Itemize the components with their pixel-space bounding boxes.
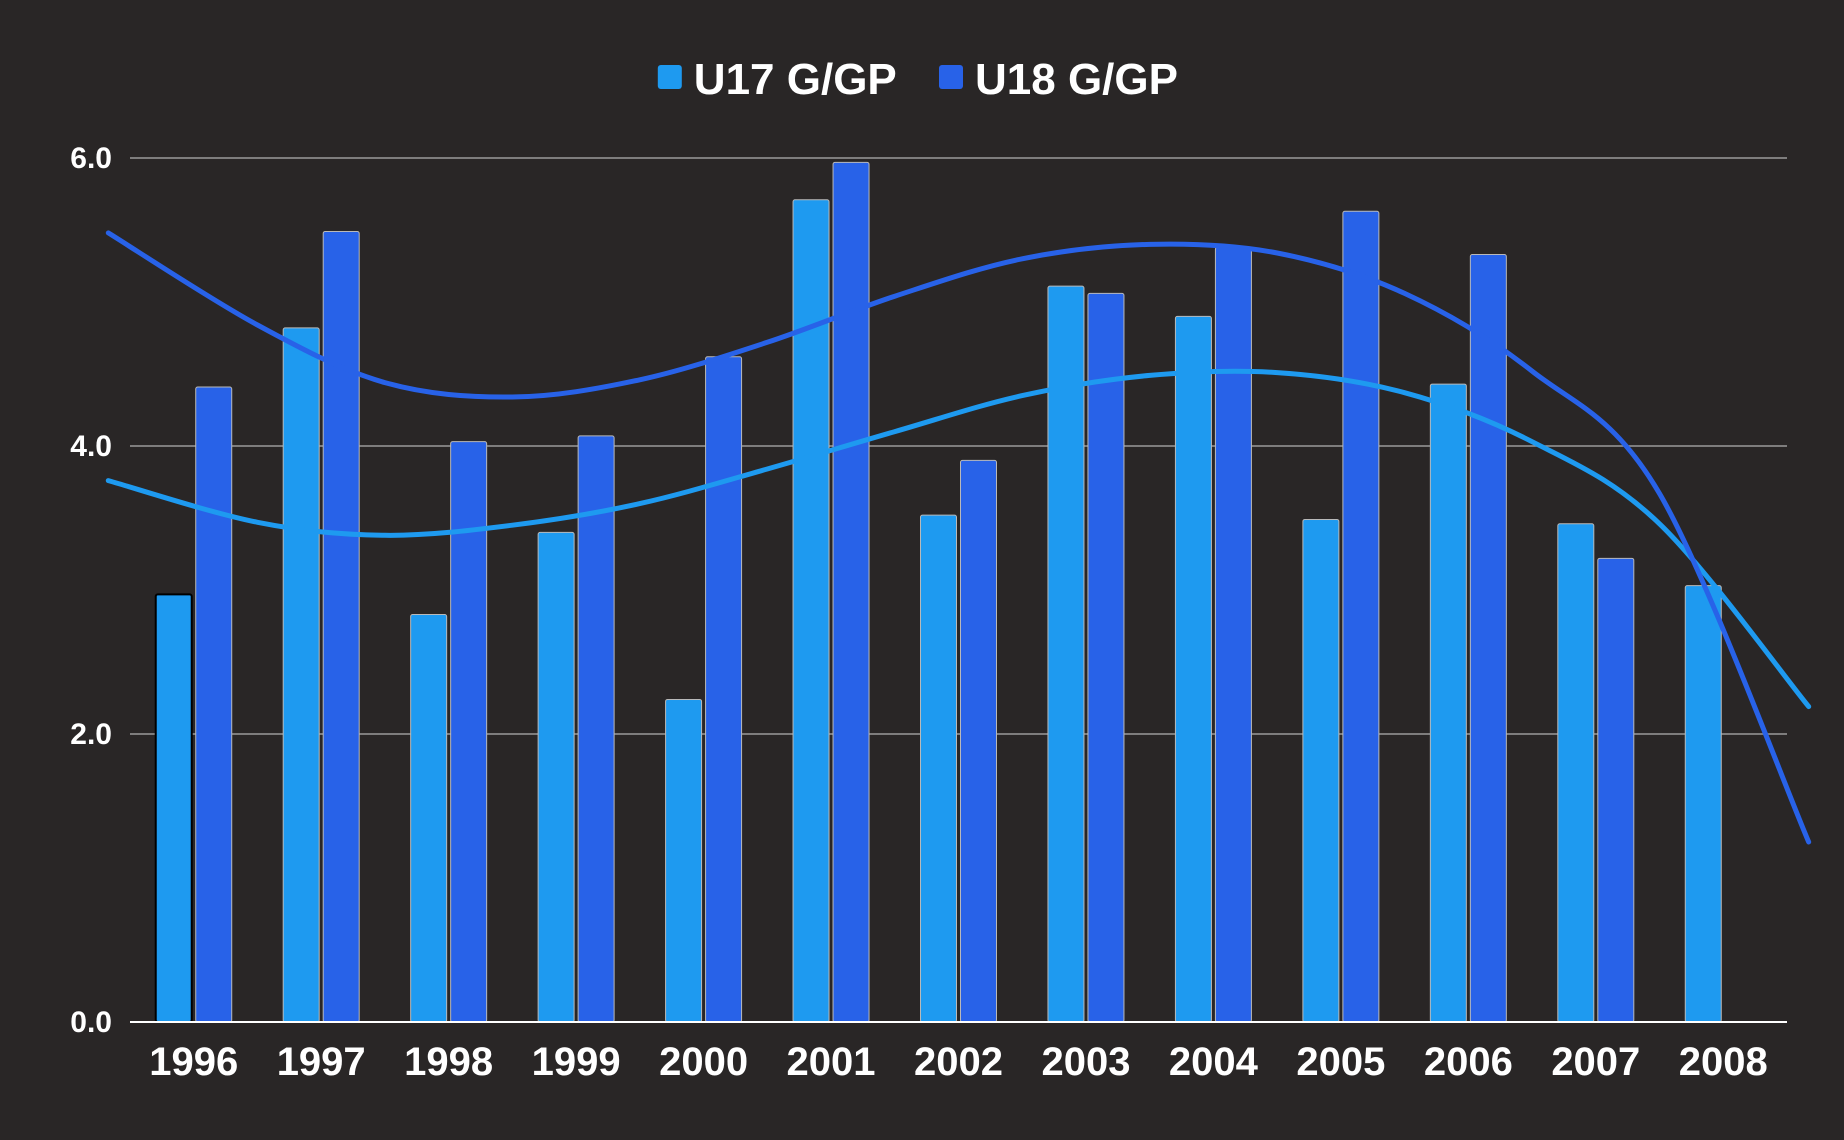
bar-u17-2006 [1429, 383, 1467, 1023]
trendline-u17 [105, 368, 1812, 710]
x-tick-label-1997: 1997 [277, 1040, 366, 1084]
bar-u17-2003 [1047, 285, 1085, 1023]
x-tick-label-2006: 2006 [1424, 1040, 1513, 1084]
x-tick-label-1996: 1996 [149, 1040, 238, 1084]
x-tick-label-2000: 2000 [659, 1040, 748, 1084]
legend-swatch-u18 [939, 65, 963, 89]
x-tick-label-2001: 2001 [787, 1040, 876, 1084]
bar-u18-2006 [1469, 253, 1507, 1023]
bar-u17-2002 [920, 514, 957, 1023]
bar-u17-1998 [410, 613, 448, 1023]
bar-u17-2004 [1174, 315, 1212, 1023]
bar-u18-2007 [1597, 557, 1635, 1023]
bar-u17-1996 [154, 593, 193, 1023]
bars [154, 161, 1722, 1023]
bar-u17-2005 [1302, 518, 1340, 1023]
y-tick-label: 6.0 [70, 142, 112, 175]
bar-u18-2005 [1342, 210, 1380, 1023]
bar-u18-1996 [195, 386, 233, 1023]
legend: U17 G/GP U18 G/GP [657, 55, 1178, 104]
bar-u18-2002 [960, 459, 997, 1023]
y-tick-label: 0.0 [70, 1006, 112, 1039]
bar-u18-1999 [577, 435, 615, 1023]
trendline-u18 [105, 230, 1812, 845]
legend-swatch-u17 [657, 65, 682, 89]
y-tick-label: 2.0 [70, 718, 112, 751]
gridlines [130, 157, 1787, 735]
bar-u18-2001 [832, 161, 870, 1023]
bar-u17-1997 [282, 327, 320, 1023]
x-tick-label-2002: 2002 [914, 1040, 1003, 1084]
bar-u17-2007 [1557, 523, 1595, 1023]
y-tick-label: 4.0 [70, 430, 112, 463]
bar-u17-2000 [665, 698, 703, 1023]
x-tick-label-1999: 1999 [532, 1040, 621, 1084]
legend-label-u17: U17 G/GP [694, 55, 897, 104]
bar-u18-2004 [1214, 246, 1252, 1023]
x-tick-label-2008: 2008 [1679, 1040, 1768, 1084]
x-tick-label-2005: 2005 [1296, 1040, 1385, 1084]
x-tick-label-2007: 2007 [1551, 1040, 1640, 1084]
bar-u17-1999 [537, 531, 575, 1023]
axes: 0.0 2.0 4.0 6.0 1996 1997 1998 1999 2000 2001 2002… [70, 142, 1787, 1084]
bar-u17-2008 [1684, 585, 1722, 1023]
x-tick-label-2003: 2003 [1041, 1040, 1130, 1084]
bar-u18-2000 [705, 356, 743, 1023]
bar-u18-1997 [322, 230, 360, 1023]
legend-label-u18: U18 G/GP [975, 55, 1178, 104]
x-tick-label-1998: 1998 [404, 1040, 493, 1084]
bar-u18-2003 [1087, 292, 1125, 1023]
trendlines [105, 230, 1812, 845]
x-tick-label-2004: 2004 [1169, 1040, 1259, 1084]
